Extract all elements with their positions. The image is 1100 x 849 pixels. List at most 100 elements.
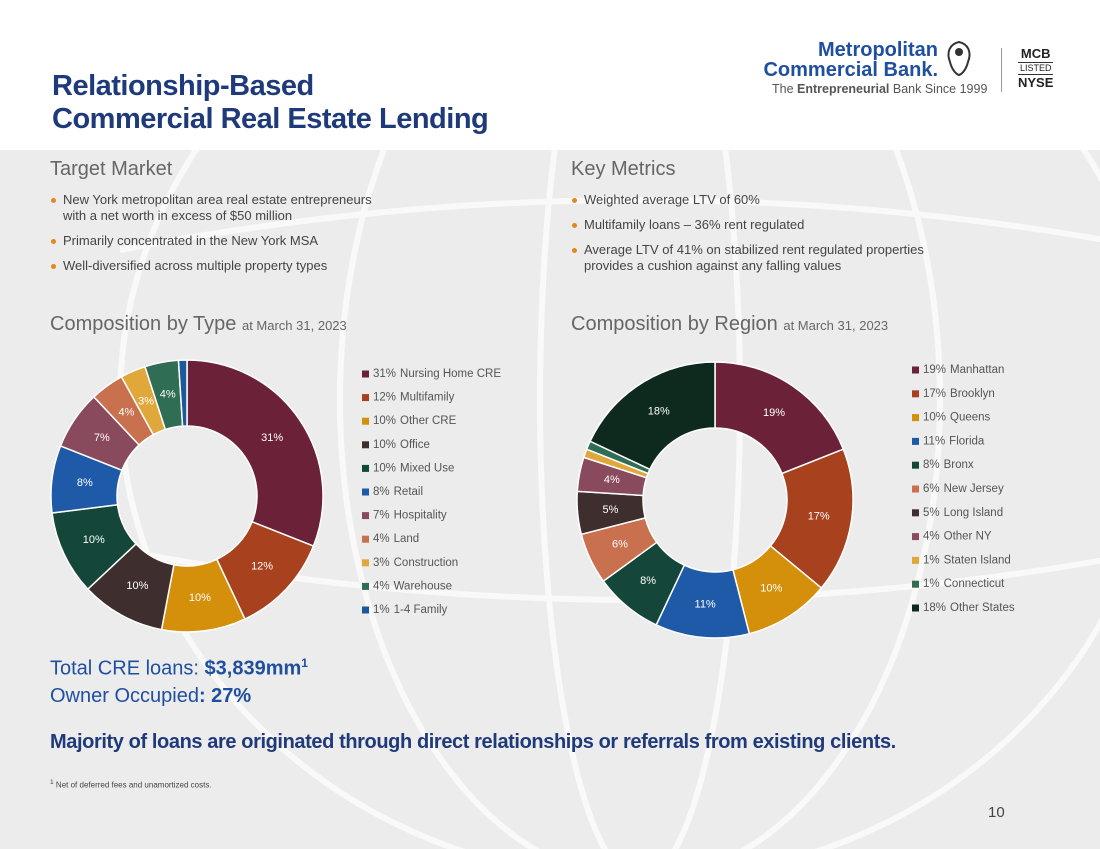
legend-value: 10%: [373, 439, 396, 451]
legend-swatch: [912, 366, 919, 374]
chart-title: Composition by Region at March 31, 2023: [571, 313, 888, 336]
legend-value: 18%: [923, 602, 946, 614]
slice-label: 4%: [119, 407, 135, 419]
bullet-dot: [51, 264, 56, 269]
slice-label: 31%: [261, 432, 283, 444]
legend-category: Office: [400, 439, 430, 451]
legend-category: Retail: [394, 486, 423, 498]
tagline: Majority of loans are originated through…: [50, 731, 896, 753]
legend-category: 1-4 Family: [394, 604, 448, 616]
bullet-dot: [51, 239, 56, 244]
legend-entry: 8% Bronx: [923, 459, 974, 471]
legend-swatch: [362, 394, 369, 402]
logo-name: Metropolitan Commercial Bank.: [763, 40, 938, 80]
legend-swatch: [912, 509, 919, 517]
legend-value: 12%: [373, 392, 396, 404]
legend-entry: 10% Queens: [923, 412, 991, 424]
slice-label: 7%: [94, 432, 110, 444]
legend-entry: 7% Hospitality: [373, 510, 447, 522]
legend-entry: 8% Retail: [373, 486, 423, 498]
slice-label: 11%: [695, 598, 716, 610]
bullet-text: Weighted average LTV of 60%: [584, 192, 760, 207]
legend-category: Queens: [950, 412, 991, 424]
legend-entry: 10% Office: [373, 439, 430, 451]
legend-category: Nursing Home CRE: [400, 368, 501, 380]
page-number: 10: [988, 804, 1005, 821]
legend-category: Long Island: [944, 507, 1003, 519]
text: at March 31, 2023: [783, 318, 889, 333]
legend-category: Warehouse: [394, 580, 452, 592]
donut-slice: [186, 359, 324, 548]
section-heading: Target Market: [50, 158, 173, 180]
bullet: Weighted average LTV of 60%: [571, 192, 951, 208]
legend-swatch: [362, 559, 369, 567]
logo-eagle: [947, 40, 971, 77]
slice-label: 4%: [604, 474, 620, 486]
legend-category: Other States: [950, 602, 1015, 614]
legend-value: 4%: [373, 580, 390, 592]
bullets: Weighted average LTV of 60% Multifamily l…: [571, 192, 951, 283]
legend-swatch: [912, 461, 919, 469]
legend-swatch: [362, 441, 369, 449]
legend-swatch: [912, 437, 919, 445]
legend-swatch: [362, 535, 369, 543]
legend-swatch: [362, 512, 369, 520]
slice-label: 10%: [83, 534, 105, 546]
legend-swatch: [912, 556, 919, 564]
logo-tagline: The Entrepreneurial Bank Since 1999: [772, 82, 987, 96]
legend-category: Construction: [394, 557, 459, 569]
legend-entry: 17% Brooklyn: [923, 388, 995, 400]
legend-entry: 1% 1-4 Family: [373, 604, 448, 616]
bullet-dot: [572, 248, 577, 253]
legend-category: Mixed Use: [400, 462, 454, 474]
legend-category: Florida: [949, 435, 985, 447]
legend-swatch: [362, 417, 369, 425]
legend-value: 8%: [923, 459, 940, 471]
legend-swatch: [912, 390, 919, 398]
legend-swatch: [362, 488, 369, 496]
legend-entry: 31% Nursing Home CRE: [373, 368, 501, 380]
text: Composition by Type: [50, 313, 237, 335]
legend-entry: 18% Other States: [923, 602, 1015, 614]
legend-swatch: [912, 485, 919, 493]
legend-category: Other NY: [944, 531, 992, 543]
legend-entry: 5% Long Island: [923, 507, 1003, 519]
section-heading: Key Metrics: [571, 158, 676, 180]
text: at March 31, 2023: [241, 318, 347, 333]
text: Total CRE loans:: [50, 657, 205, 680]
legend-value: 1%: [923, 554, 940, 566]
text: LISTED: [1018, 62, 1054, 75]
legend-value: 31%: [373, 368, 396, 380]
legend-category: Connecticut: [944, 578, 1006, 590]
text: MCB: [1020, 46, 1051, 61]
bullet-text: Multifamily loans – 36% rent regulated: [584, 217, 805, 232]
slice-label: 4%: [160, 389, 176, 401]
owner-occupied: Owner Occupied: 27%: [50, 683, 251, 710]
slice-label: 5%: [603, 504, 619, 516]
legend-swatch: [362, 582, 369, 590]
legend-value: 10%: [923, 412, 946, 424]
legend-value: 8%: [373, 486, 390, 498]
legend-swatch: [912, 414, 919, 422]
legend-category: Staten Island: [944, 554, 1011, 566]
legend-value: 4%: [923, 531, 940, 543]
legend-value: 17%: [923, 388, 946, 400]
bullet: New York metropolitan area real estate e…: [50, 192, 395, 224]
text: 1: [50, 779, 54, 786]
legend-entry: 4% Warehouse: [373, 580, 452, 592]
header-band: [0, 0, 1100, 150]
bullet: Well-diversified across multiple propert…: [50, 258, 395, 274]
legend-value: 1%: [923, 578, 940, 590]
legend-value: 10%: [373, 415, 396, 427]
legend-value: 7%: [373, 510, 390, 522]
legend-entry: 4% Other NY: [923, 531, 992, 543]
bullet: Average LTV of 41% on stabilized rent re…: [571, 242, 951, 274]
text: $3,839mm: [204, 657, 302, 680]
slide-title: Relationship-Based Commercial Real Estate…: [52, 70, 489, 136]
logo-line: Commercial Bank.: [763, 59, 938, 81]
listing: MCB LISTED NYSE: [1018, 46, 1054, 91]
bullets: New York metropolitan area real estate e…: [50, 192, 395, 283]
bullet-text: Primarily concentrated in the New York M…: [63, 233, 319, 248]
